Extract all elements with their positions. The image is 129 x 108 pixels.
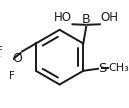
Text: F: F (0, 56, 1, 66)
Text: O: O (12, 52, 22, 65)
Text: CH₃: CH₃ (108, 63, 129, 73)
Text: S: S (99, 62, 107, 75)
Text: HO: HO (54, 11, 72, 24)
Text: OH: OH (100, 11, 118, 24)
Text: F: F (9, 71, 15, 81)
Text: B: B (82, 13, 91, 26)
Text: F: F (0, 46, 2, 56)
